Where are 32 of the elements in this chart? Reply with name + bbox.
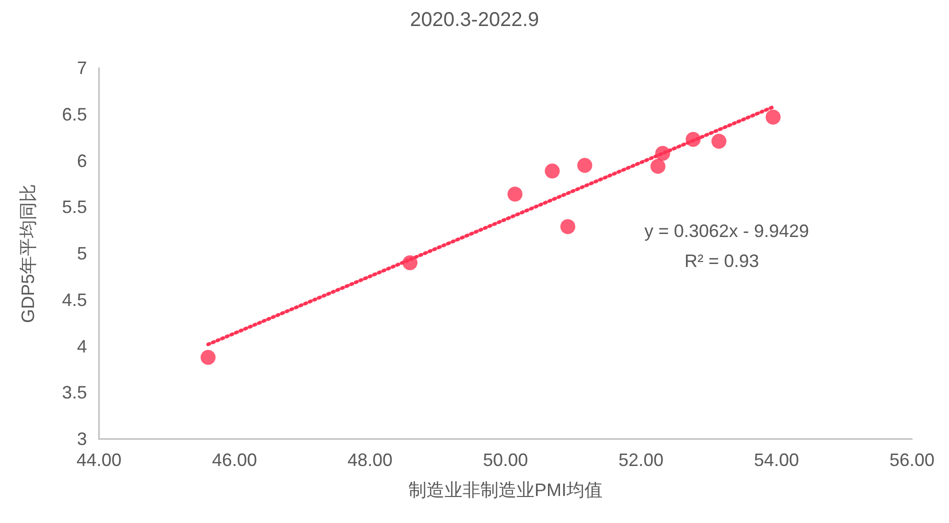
x-tick-label: 46.00 (212, 450, 258, 470)
y-tick-label: 3 (76, 429, 87, 449)
point (544, 163, 560, 178)
annotation: y = 0.3062x - 9.9429 (644, 221, 810, 241)
y-tick-label: 5 (76, 244, 87, 264)
x-tick-label: 48.00 (347, 450, 393, 470)
y-axis-title: GDP5年平均同比 (18, 184, 38, 324)
y-tick-label: 4 (76, 336, 87, 356)
y-tick-label: 7 (76, 58, 87, 78)
y-tick-label: 5.5 (62, 197, 87, 218)
y-tick-label: 6 (76, 150, 87, 171)
point (560, 219, 576, 234)
point (200, 350, 216, 365)
point (402, 255, 418, 270)
point (508, 186, 522, 202)
chart-title: 2020.3-2022.9 (410, 9, 540, 31)
point (655, 146, 670, 161)
x-tick-label: 44.00 (76, 450, 122, 470)
point (686, 132, 701, 147)
y-tick-label: 6.5 (62, 104, 87, 124)
annotation: R² = 0.93 (684, 251, 760, 271)
point (577, 158, 592, 173)
x-tick-label: 56.00 (889, 450, 935, 470)
point (766, 110, 781, 125)
x-tick-label: 52.00 (618, 450, 664, 470)
point (650, 158, 666, 174)
point (711, 134, 726, 149)
x-tick-label: 50.00 (482, 450, 528, 470)
y-tick-label: 4.5 (62, 290, 87, 310)
x-tick-label: 54.00 (754, 450, 800, 470)
x-axis-title: 制造业非制造业PMI均值 (408, 480, 603, 500)
y-tick-label: 3.5 (62, 382, 87, 403)
